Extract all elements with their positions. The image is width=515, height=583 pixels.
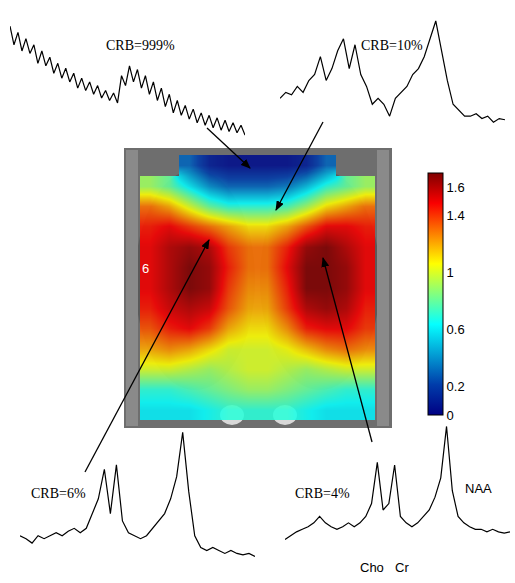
- svg-text:CRB=10%: CRB=10%: [361, 38, 423, 53]
- svg-text:6: 6: [142, 261, 149, 276]
- svg-text:1: 1: [447, 265, 454, 280]
- svg-text:Cr: Cr: [395, 560, 409, 575]
- svg-text:CRB=4%: CRB=4%: [295, 486, 350, 501]
- svg-text:0.6: 0.6: [447, 322, 465, 337]
- svg-text:CRB=6%: CRB=6%: [31, 486, 86, 501]
- svg-text:0: 0: [447, 408, 454, 423]
- svg-text:1.6: 1.6: [447, 180, 465, 195]
- svg-text:1.4: 1.4: [447, 208, 465, 223]
- svg-text:CRB=999%: CRB=999%: [106, 38, 175, 53]
- svg-text:NAA: NAA: [465, 481, 492, 496]
- svg-text:Cho: Cho: [360, 560, 384, 575]
- svg-text:0.2: 0.2: [447, 379, 465, 394]
